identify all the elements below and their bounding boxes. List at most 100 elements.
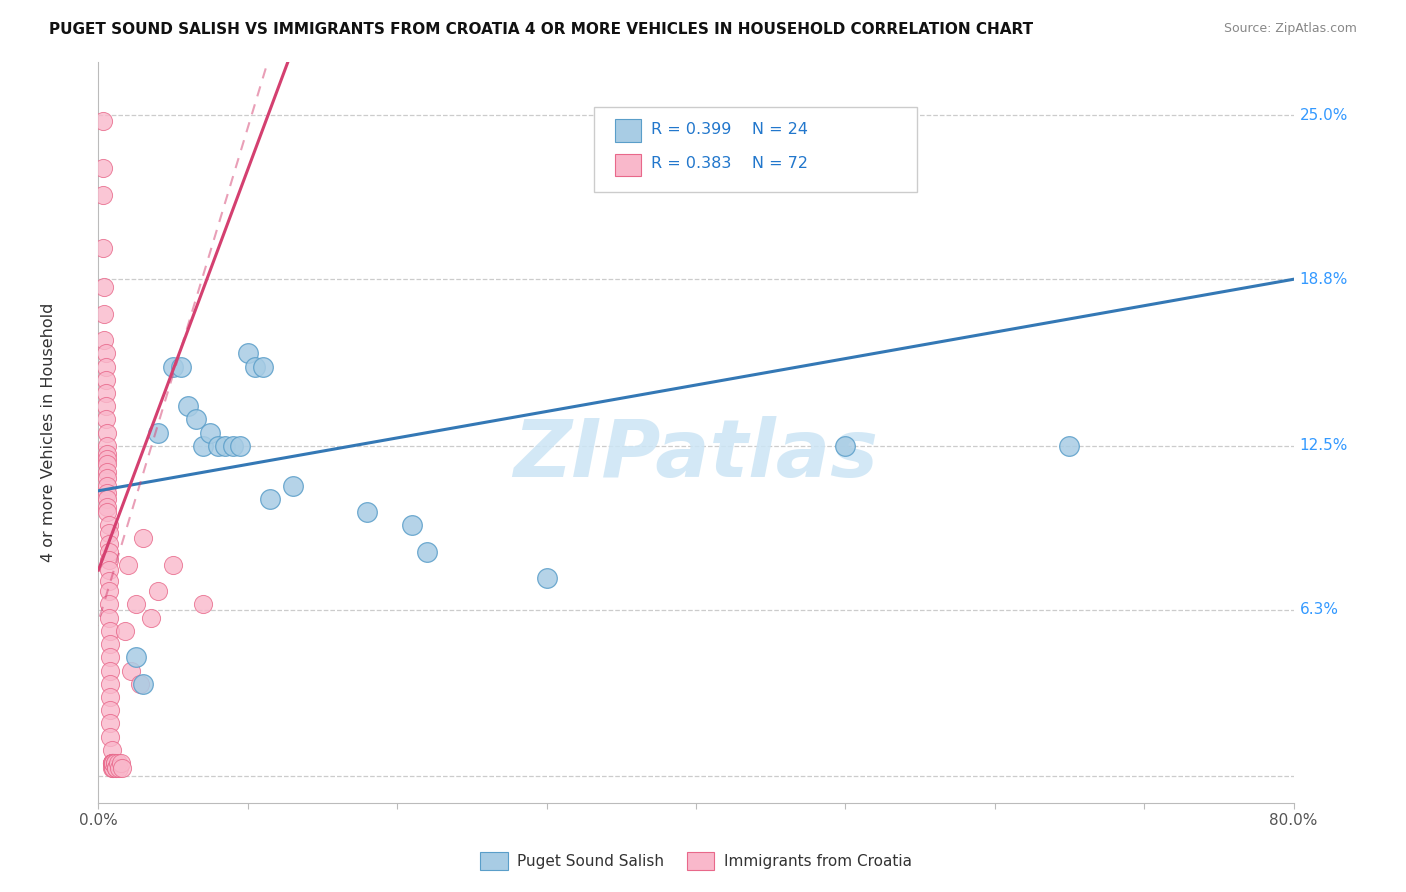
Point [214,439,236,453]
Point [132,677,155,691]
Text: 6.3%: 6.3% [1299,602,1339,617]
Point [97,611,120,625]
Point [97,518,120,533]
Point [96,505,118,519]
Text: PUGET SOUND SALISH VS IMMIGRANTS FROM CROATIA 4 OR MORE VEHICLES IN HOUSEHOLD CO: PUGET SOUND SALISH VS IMMIGRANTS FROM CR… [49,22,1033,37]
Point [104,756,127,771]
Point [93,333,115,347]
Point [125,650,148,665]
Point [1059,439,1081,453]
Point [103,756,125,771]
Point [416,544,439,558]
Text: R = 0.399    N = 24: R = 0.399 N = 24 [651,121,807,136]
Point [101,756,124,771]
Point [98,703,122,717]
FancyBboxPatch shape [614,153,641,176]
Point [132,532,155,546]
Point [110,756,132,771]
Point [98,650,122,665]
Point [96,452,118,467]
Point [93,307,115,321]
Point [91,187,114,202]
Point [96,439,118,453]
Point [97,598,120,612]
Point [94,346,117,360]
Point [98,690,122,704]
Text: ZIPatlas: ZIPatlas [513,416,879,494]
Point [401,518,423,533]
Point [148,425,170,440]
Point [96,500,118,514]
Point [96,486,118,500]
Point [98,624,122,638]
Point [98,664,122,678]
Legend: Puget Sound Salish, Immigrants from Croatia: Puget Sound Salish, Immigrants from Croa… [474,846,918,877]
Point [104,756,127,771]
Point [96,478,118,492]
Point [96,447,118,461]
Text: 18.8%: 18.8% [1299,272,1348,286]
Point [96,465,118,479]
Point [96,458,118,472]
Point [105,761,128,775]
Point [96,491,118,506]
Point [103,761,125,775]
Point [94,412,117,426]
Point [101,761,124,775]
Point [98,677,122,691]
Point [98,637,122,651]
Point [191,598,214,612]
Point [281,478,304,492]
Point [101,743,124,757]
Point [97,544,120,558]
Point [162,359,184,374]
Point [97,563,120,577]
Point [125,598,148,612]
Point [94,373,117,387]
Point [105,761,128,775]
Point [101,756,124,771]
Point [236,346,259,360]
Point [177,399,200,413]
Point [97,584,120,599]
Point [91,161,114,176]
Text: 4 or more Vehicles in Household: 4 or more Vehicles in Household [41,303,56,562]
Point [91,113,114,128]
Point [101,756,124,771]
Point [107,756,129,771]
Point [184,412,207,426]
Point [111,761,134,775]
Point [245,359,267,374]
Point [191,439,214,453]
Point [120,664,142,678]
Point [259,491,281,506]
Point [108,761,131,775]
Point [229,439,252,453]
Text: 12.5%: 12.5% [1299,438,1348,453]
Point [117,558,139,572]
Point [91,240,114,255]
FancyBboxPatch shape [595,107,917,192]
Point [94,386,117,401]
Point [97,526,120,541]
Point [536,571,558,585]
Point [139,611,162,625]
Point [200,425,222,440]
Point [101,756,124,771]
Point [114,624,136,638]
Point [356,505,378,519]
Point [129,677,152,691]
Point [97,536,120,550]
Point [93,280,115,294]
Point [222,439,245,453]
Point [98,716,122,731]
Point [98,730,122,744]
Point [169,359,191,374]
Point [97,574,120,588]
Point [162,558,184,572]
Point [834,439,856,453]
Point [103,756,125,771]
Point [103,761,125,775]
Point [97,552,120,566]
Text: R = 0.383    N = 72: R = 0.383 N = 72 [651,155,807,170]
